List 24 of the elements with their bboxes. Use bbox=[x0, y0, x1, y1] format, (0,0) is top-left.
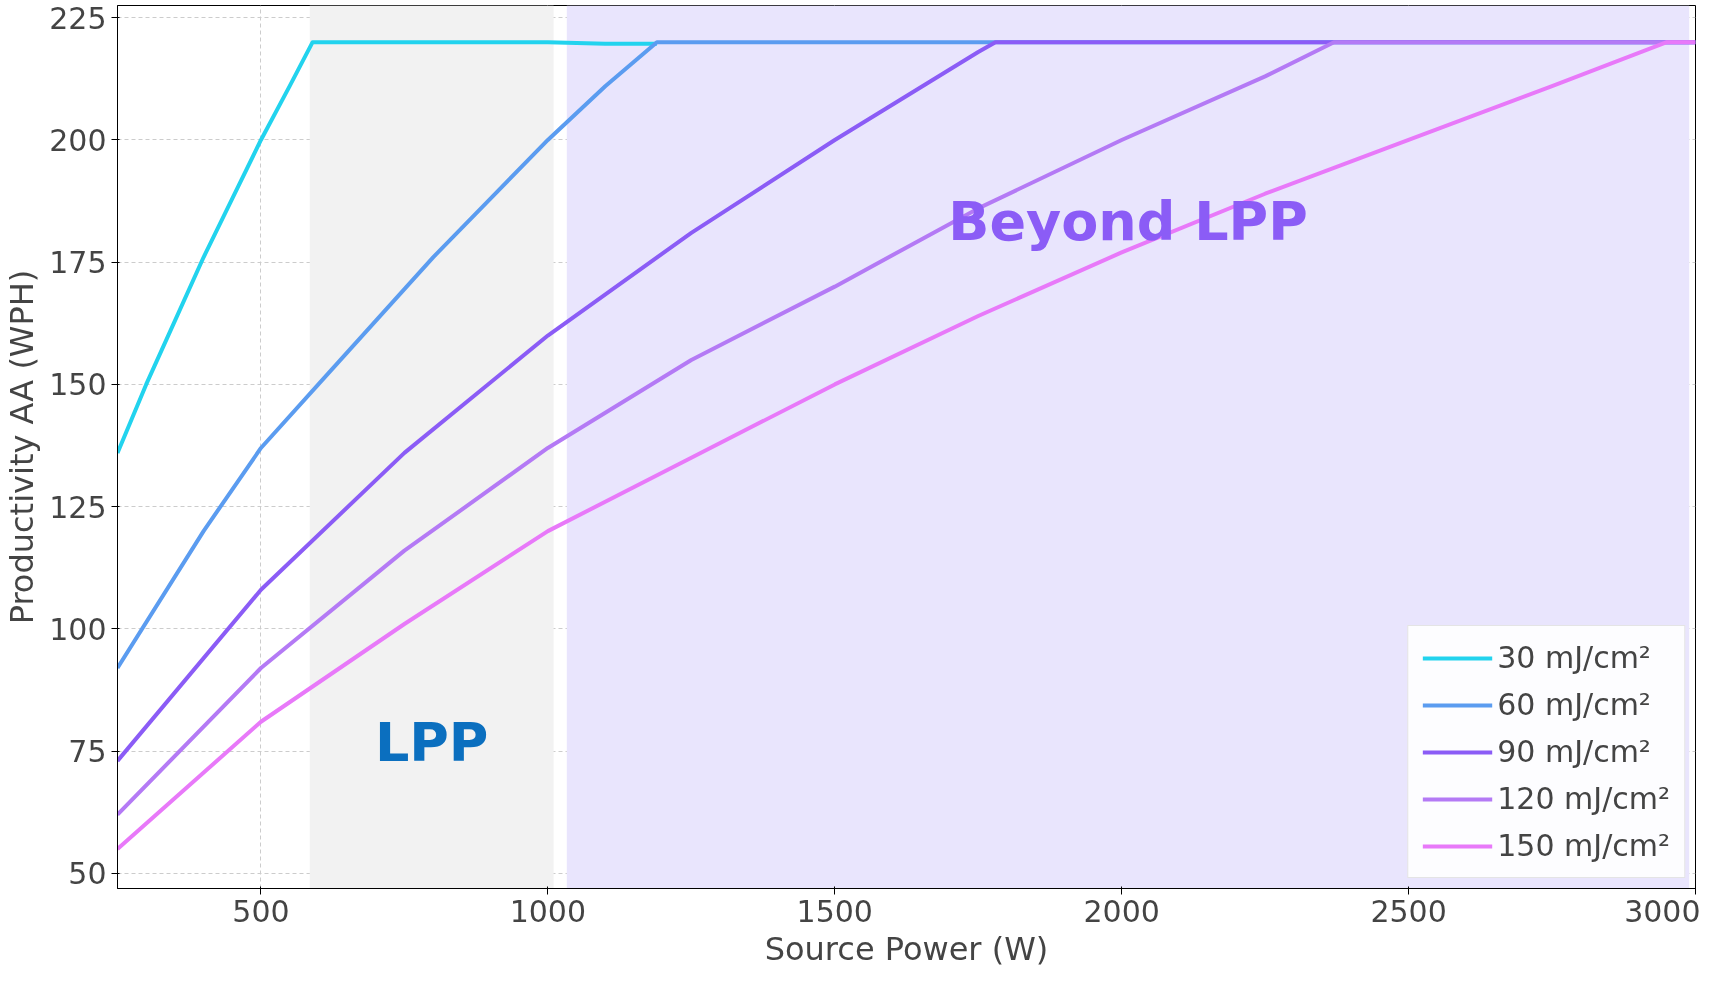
x-tick-label: 3000 bbox=[1624, 893, 1701, 929]
x-tick-label: 2000 bbox=[1083, 893, 1160, 929]
y-tick-label: 200 bbox=[49, 122, 107, 158]
y-tick-label: 125 bbox=[49, 489, 107, 525]
x-tick-label: 1500 bbox=[796, 893, 873, 929]
line-series bbox=[117, 40, 659, 455]
x-tick-label: 2500 bbox=[1370, 893, 1447, 929]
legend-label: 30 mJ/cm² bbox=[1497, 640, 1651, 675]
y-tick-label: 50 bbox=[68, 856, 107, 892]
y-tick-label: 225 bbox=[49, 0, 107, 36]
y-tick-label: 175 bbox=[49, 245, 107, 281]
legend-label: 120 mJ/cm² bbox=[1497, 781, 1670, 816]
band-label: Beyond LPP bbox=[948, 189, 1308, 253]
x-axis-title: Source Power (W) bbox=[764, 929, 1049, 968]
x-tick-label: 1000 bbox=[509, 893, 587, 929]
y-tick-label: 75 bbox=[68, 734, 107, 770]
x-tick-label: 500 bbox=[232, 893, 290, 929]
y-tick-label: 150 bbox=[49, 367, 107, 403]
legend-label: 150 mJ/cm² bbox=[1497, 828, 1670, 863]
band-label: LPP bbox=[374, 710, 489, 774]
y-tick-label: 100 bbox=[49, 611, 107, 647]
y-axis-title: Productivity AA (WPH) bbox=[3, 269, 42, 625]
legend-label: 60 mJ/cm² bbox=[1497, 687, 1651, 722]
legend-label: 90 mJ/cm² bbox=[1497, 734, 1651, 769]
